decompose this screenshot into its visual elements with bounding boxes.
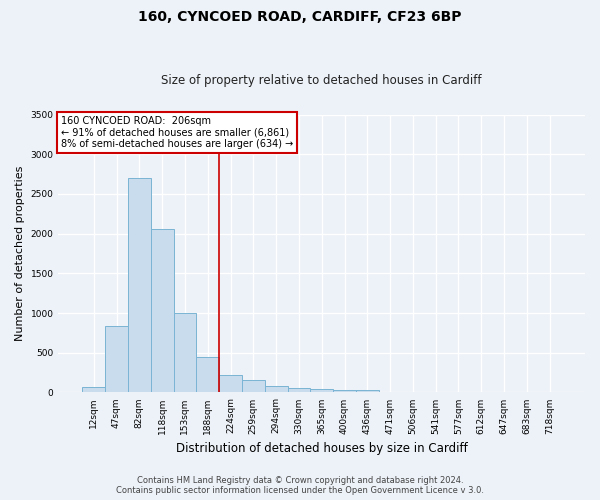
Bar (333, 390, 356, 392)
Bar (310, 390, 333, 392)
Bar (219, 376, 242, 392)
Bar (265, 386, 287, 392)
Bar (128, 178, 151, 392)
Text: 160 CYNCOED ROAD:  206sqm
← 91% of detached houses are smaller (6,861)
8% of sem: 160 CYNCOED ROAD: 206sqm ← 91% of detach… (61, 116, 293, 149)
Bar (242, 380, 265, 392)
Bar (82, 387, 105, 392)
Title: Size of property relative to detached houses in Cardiff: Size of property relative to detached ho… (161, 74, 482, 87)
Bar (196, 356, 219, 392)
Bar (105, 326, 128, 392)
Bar (287, 388, 310, 392)
Text: Contains HM Land Registry data © Crown copyright and database right 2024.
Contai: Contains HM Land Registry data © Crown c… (116, 476, 484, 495)
Y-axis label: Number of detached properties: Number of detached properties (15, 166, 25, 341)
Bar (356, 390, 379, 392)
Bar (173, 313, 196, 392)
Text: 160, CYNCOED ROAD, CARDIFF, CF23 6BP: 160, CYNCOED ROAD, CARDIFF, CF23 6BP (138, 10, 462, 24)
X-axis label: Distribution of detached houses by size in Cardiff: Distribution of detached houses by size … (176, 442, 467, 455)
Bar (151, 229, 173, 392)
